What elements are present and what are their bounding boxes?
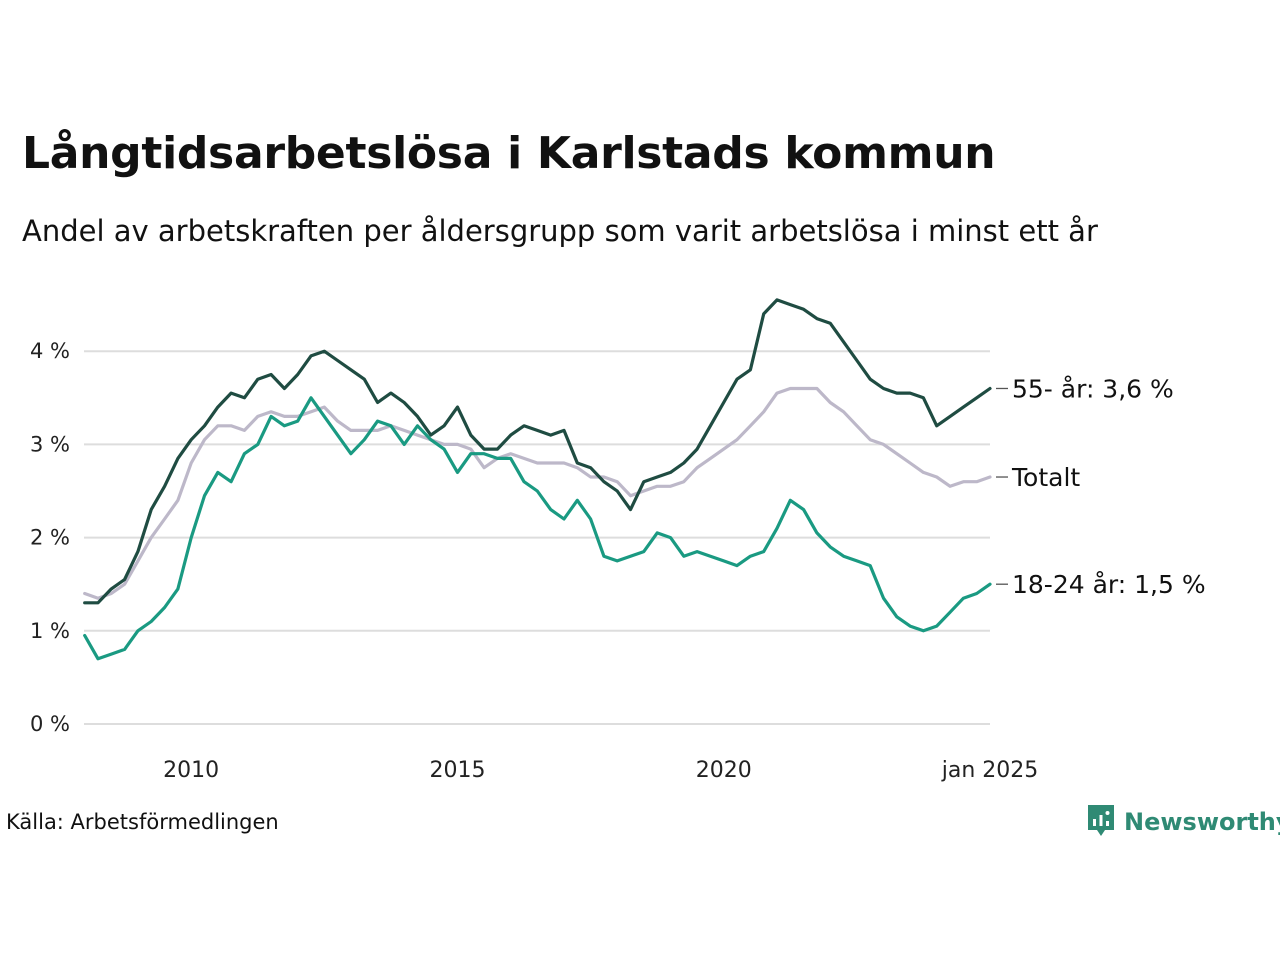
x-tick-label-2: 2020	[696, 758, 752, 783]
x-tick-label-3: jan 2025	[941, 758, 1039, 783]
y-tick-label-2: 2 %	[30, 526, 70, 550]
gridlines	[84, 350, 990, 725]
series-end-label-2: 18-24 år: 1,5 %	[1012, 570, 1206, 599]
source-note: Källa: Arbetsförmedlingen	[6, 810, 279, 834]
chart-title: Långtidsarbetslösa i Karlstads kommun	[22, 128, 996, 179]
series-end-labels: 55- år: 3,6 % Totalt 18-24 år: 1,5 %	[996, 374, 1206, 599]
newsworthy-logo: Newsworthy	[1086, 802, 1280, 842]
series-line-55-r	[83, 298, 992, 605]
brand-name: Newsworthy	[1124, 808, 1280, 836]
x-axis-ticks: 2010 2015 2020 jan 2025	[163, 758, 1038, 783]
series-line-18-24-r	[83, 396, 992, 661]
series-end-label-1: Totalt	[1011, 463, 1080, 492]
y-axis-ticks: 0 % 1 % 2 % 3 % 4 %	[30, 339, 70, 736]
newsworthy-logo-icon	[1088, 805, 1114, 836]
y-tick-label-0: 0 %	[30, 712, 70, 736]
chart-subtitle: Andel av arbetskraften per åldersgrupp s…	[22, 214, 1098, 248]
x-tick-label-1: 2015	[429, 758, 485, 783]
series-lines	[83, 298, 992, 661]
y-tick-label-4: 4 %	[30, 339, 70, 363]
x-tick-label-0: 2010	[163, 758, 219, 783]
series-line-totalt	[83, 386, 992, 600]
series-end-label-0: 55- år: 3,6 %	[1012, 374, 1174, 403]
y-tick-label-3: 3 %	[30, 432, 70, 456]
y-tick-label-1: 1 %	[30, 619, 70, 643]
